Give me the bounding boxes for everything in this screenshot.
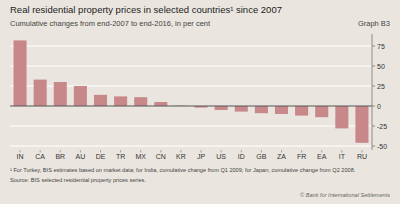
zero-line xyxy=(10,106,372,107)
y-tick-label: 50 xyxy=(377,63,385,70)
y-tick-label: -25 xyxy=(377,123,387,130)
bar xyxy=(315,106,328,117)
y-tick xyxy=(372,46,375,47)
y-tick-label: 25 xyxy=(377,83,385,90)
bars xyxy=(14,40,369,142)
bar xyxy=(355,106,368,143)
x-tick-label: MX xyxy=(135,153,146,160)
bar xyxy=(14,40,27,106)
x-tick-label: US xyxy=(216,153,226,160)
x-tick-label: CA xyxy=(35,153,45,160)
subtitle: Cumulative changes from end-2007 to end-… xyxy=(10,19,211,28)
x-tick-label: GB xyxy=(256,153,266,160)
y-tick xyxy=(372,86,375,87)
y-tick xyxy=(372,66,375,67)
x-tick-label: DE xyxy=(96,153,106,160)
bar xyxy=(255,106,268,113)
grid xyxy=(10,46,372,146)
y-axis-line xyxy=(372,34,373,150)
bar xyxy=(74,86,87,106)
chart-container: Real residential property prices in sele… xyxy=(0,0,400,204)
x-tick-label: AU xyxy=(76,153,86,160)
bar xyxy=(114,96,127,106)
bar xyxy=(54,82,67,106)
copyright: © Bank for International Settlements xyxy=(300,192,390,198)
graph-label: Graph B3 xyxy=(358,19,390,28)
y-tick xyxy=(372,126,375,127)
x-tick-label: IN xyxy=(17,153,24,160)
background xyxy=(0,0,400,204)
bar xyxy=(235,106,248,112)
x-tick-label: IT xyxy=(339,153,346,160)
x-tick-label: CN xyxy=(156,153,166,160)
x-tick-label: RU xyxy=(357,153,367,160)
grid-line xyxy=(10,126,372,127)
chart: Real residential property prices in sele… xyxy=(0,0,400,204)
bar xyxy=(275,106,288,114)
bar xyxy=(154,102,167,106)
y-tick-label: 0 xyxy=(377,103,381,110)
x-tick-label: TR xyxy=(116,153,125,160)
y-tick xyxy=(372,146,375,147)
bar xyxy=(335,106,348,128)
y-tick xyxy=(372,106,375,107)
grid-line xyxy=(10,146,372,147)
x-tick-label: KR xyxy=(176,153,186,160)
bar xyxy=(94,95,107,106)
footnote: ¹ For Turkey, BIS estimates based on mar… xyxy=(10,167,356,173)
x-tick-label: JP xyxy=(197,153,206,160)
grid-line xyxy=(10,46,372,47)
y-tick-label: -50 xyxy=(377,143,387,150)
source: Source: BIS selected residential propert… xyxy=(10,177,146,183)
bar xyxy=(34,80,47,106)
bar xyxy=(134,97,147,106)
y-tick-label: 75 xyxy=(377,43,385,50)
grid-line xyxy=(10,66,372,67)
x-tick-label: ID xyxy=(238,153,245,160)
bar xyxy=(215,106,228,110)
x-tick-label: EA xyxy=(317,153,327,160)
x-tick-label: BR xyxy=(55,153,65,160)
x-tick-label: ZA xyxy=(277,153,286,160)
x-tick-label: FR xyxy=(297,153,306,160)
bar xyxy=(295,106,308,116)
title: Real residential property prices in sele… xyxy=(10,4,282,15)
